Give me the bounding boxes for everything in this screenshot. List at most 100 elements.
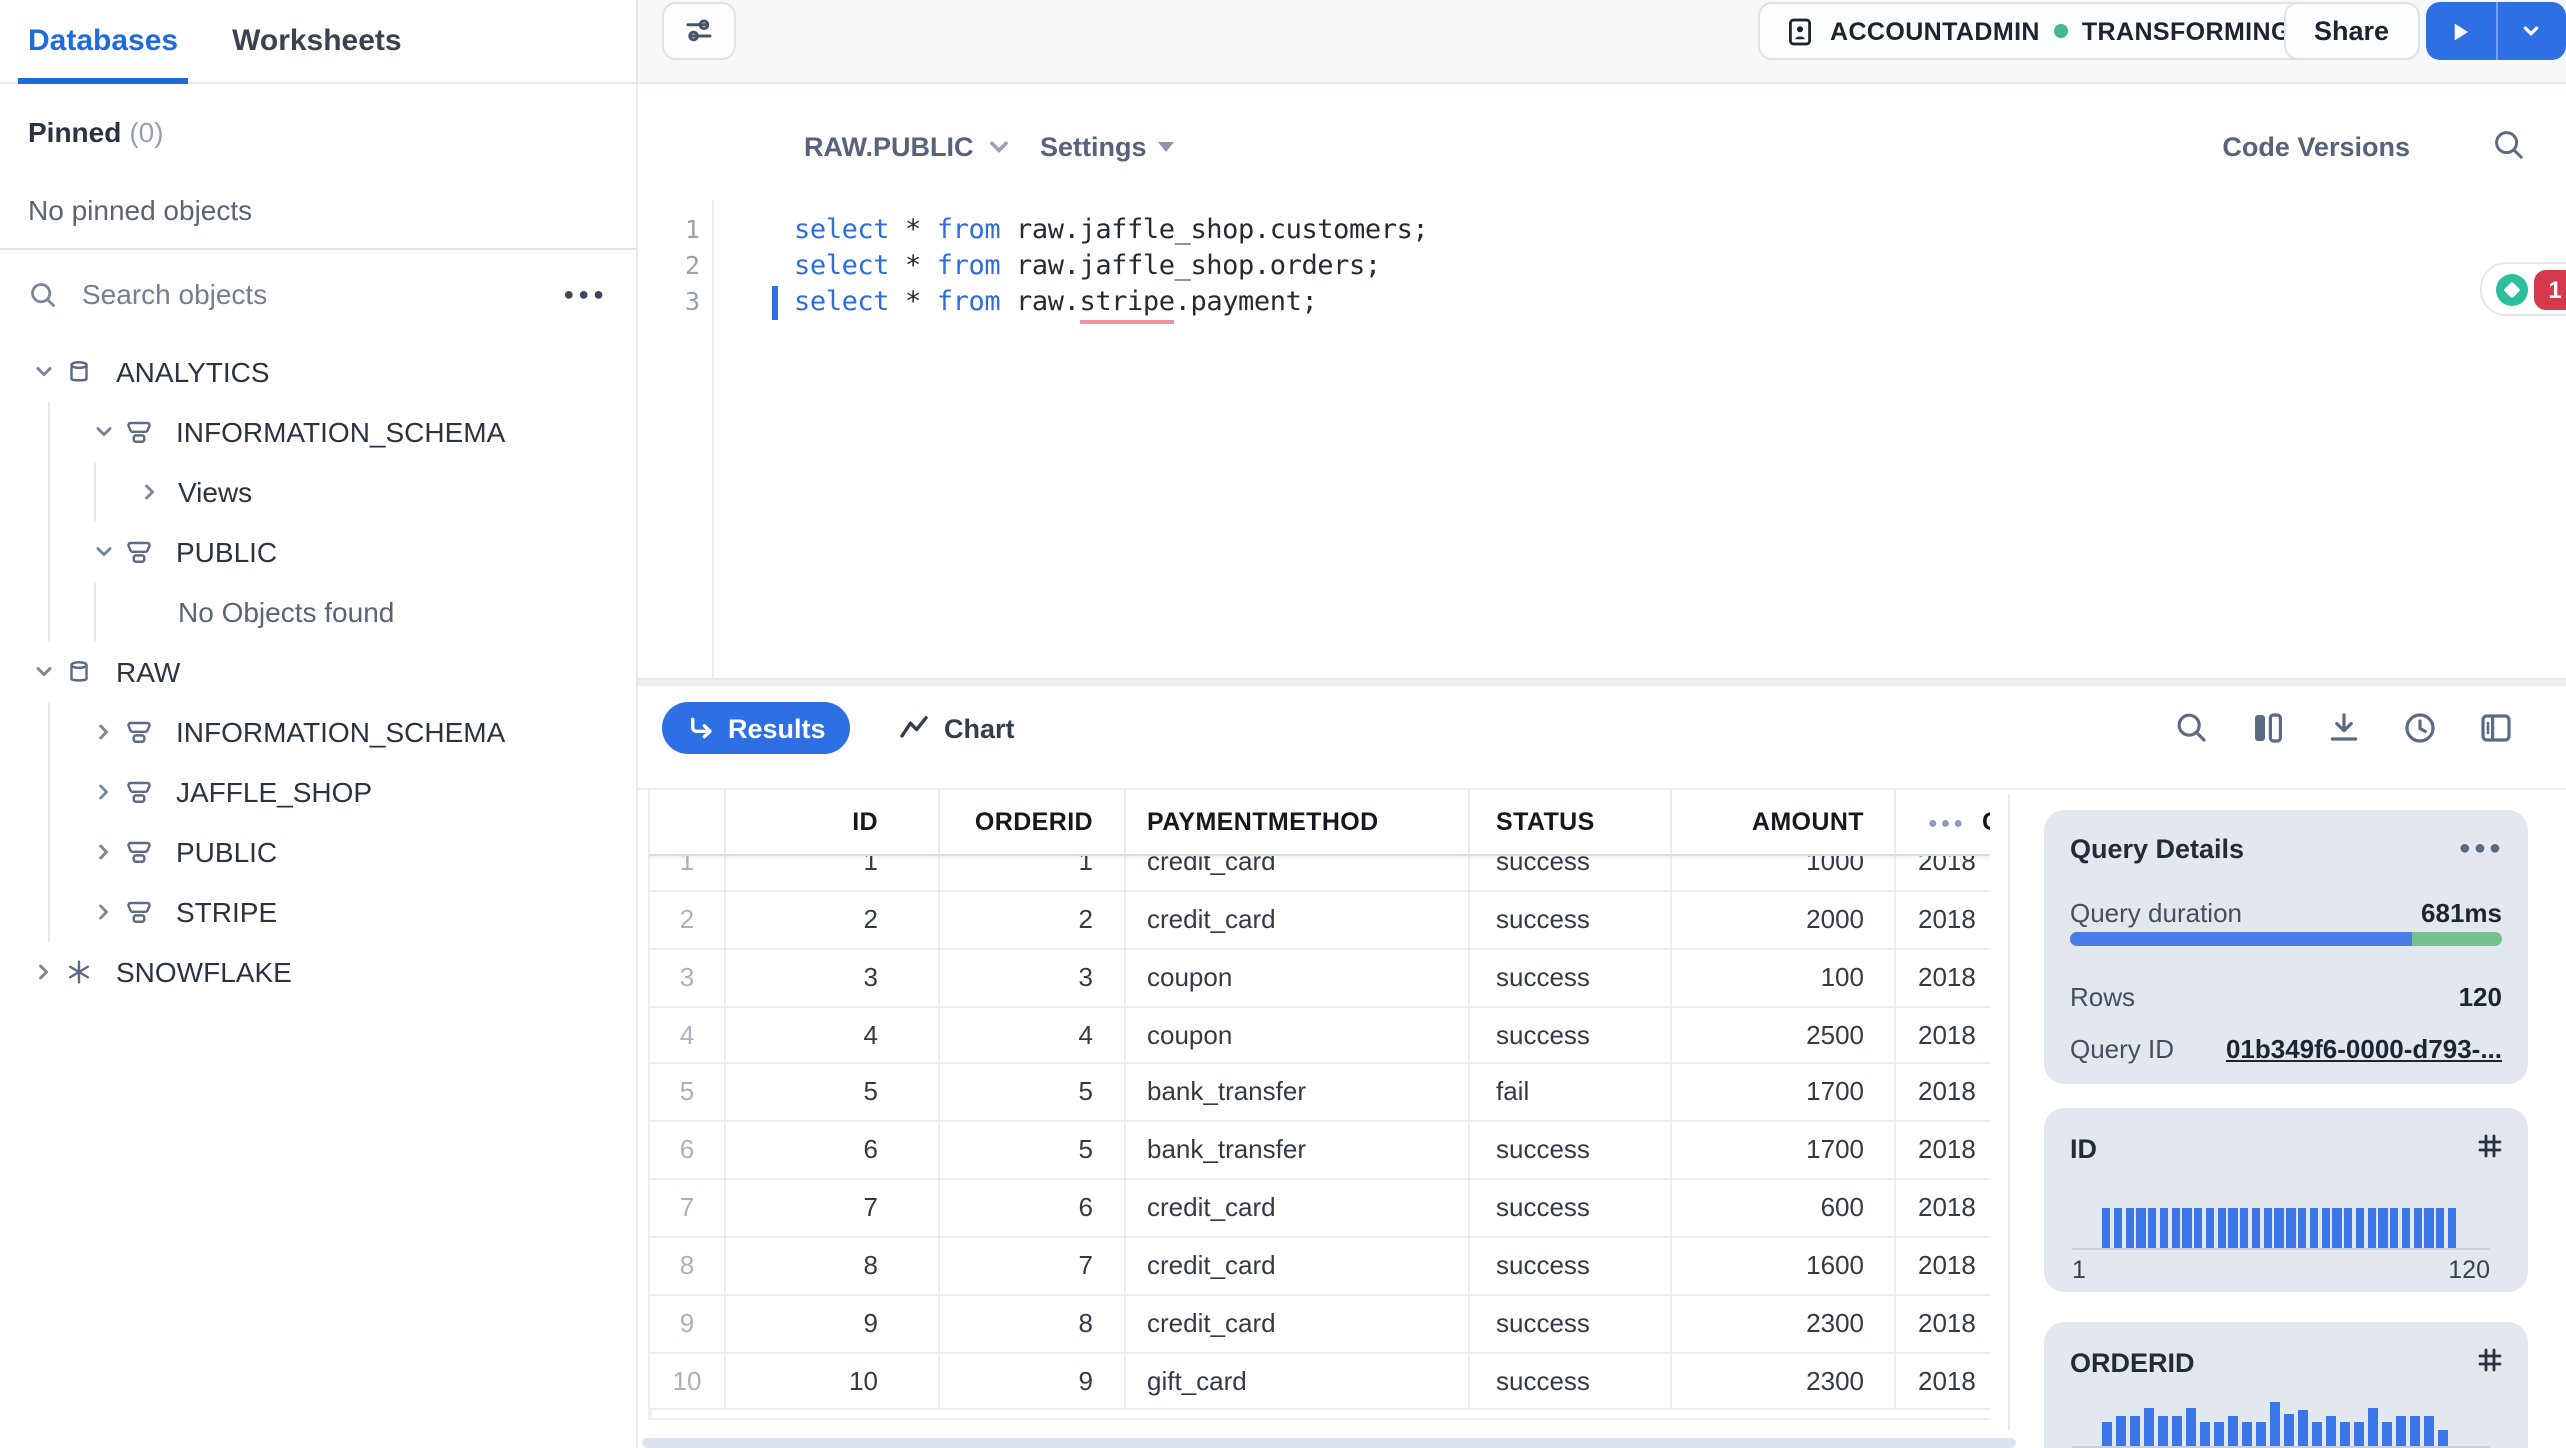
cell-id[interactable]: 2 bbox=[726, 891, 940, 948]
cell-id[interactable]: 10 bbox=[726, 1353, 940, 1409]
cell-created[interactable]: 2018 bbox=[1896, 1007, 1990, 1063]
search-results-icon[interactable] bbox=[2174, 710, 2210, 746]
worksheet-filters-button[interactable] bbox=[662, 2, 736, 60]
tree-item-public[interactable]: PUBLIC bbox=[0, 822, 636, 882]
cell-status[interactable]: success bbox=[1470, 891, 1671, 948]
cell-amount[interactable]: 2300 bbox=[1671, 1295, 1896, 1352]
cell-status[interactable]: success bbox=[1470, 1122, 1671, 1179]
context-selector-button[interactable]: ACCOUNTADMIN TRANSFORMING bbox=[1758, 2, 2317, 60]
tree-item-views[interactable]: Views bbox=[0, 462, 636, 522]
tab-worksheets[interactable]: Worksheets bbox=[232, 0, 402, 83]
code-line-3[interactable]: select * from raw.stripe.payment; bbox=[794, 284, 1318, 324]
column-header-created[interactable]: ●●● CREATED bbox=[1896, 790, 1990, 854]
download-icon[interactable] bbox=[2326, 710, 2362, 746]
tree-item-information-schema[interactable]: INFORMATION_SCHEMA bbox=[0, 402, 636, 462]
column-header-status[interactable]: STATUS bbox=[1470, 790, 1671, 854]
panel-splitter[interactable] bbox=[638, 678, 2566, 686]
cell-amount[interactable]: 1600 bbox=[1671, 1237, 1896, 1294]
cell-created[interactable]: 2018 bbox=[1896, 1180, 1990, 1236]
tree-item-information-schema[interactable]: INFORMATION_SCHEMA bbox=[0, 702, 636, 762]
cell-paymentmethod[interactable]: coupon bbox=[1125, 1007, 1470, 1063]
cell-created[interactable]: 2018 bbox=[1896, 1065, 1990, 1121]
hash-icon[interactable] bbox=[2476, 1132, 2504, 1160]
column-header-rownum[interactable] bbox=[650, 790, 726, 854]
cell-paymentmethod[interactable]: credit_card bbox=[1125, 1295, 1470, 1352]
table-row-9[interactable]: 9 9 8 credit_card success 2300 2018 bbox=[650, 1295, 1990, 1354]
cell-id[interactable]: 7 bbox=[726, 1180, 940, 1236]
cell-status[interactable]: success bbox=[1470, 949, 1671, 1006]
code-versions-button[interactable]: Code Versions bbox=[2222, 124, 2410, 168]
table-row-6[interactable]: 6 6 5 bank_transfer success 1700 2018 bbox=[650, 1122, 1990, 1181]
columns-icon[interactable] bbox=[2250, 710, 2286, 746]
cell-orderid[interactable]: 4 bbox=[940, 1007, 1125, 1063]
sidebar-menu-button[interactable]: ●●● bbox=[563, 284, 608, 304]
cell-created[interactable]: 2018 bbox=[1896, 1353, 1990, 1409]
cell-amount[interactable]: 2500 bbox=[1671, 1007, 1896, 1063]
cell-status[interactable]: fail bbox=[1470, 1064, 1671, 1121]
column-header-orderid[interactable]: ORDERID bbox=[940, 790, 1125, 854]
cell-amount[interactable]: 1700 bbox=[1671, 1122, 1896, 1179]
table-row-4[interactable]: 4 4 4 coupon success 2500 2018 bbox=[650, 1007, 1990, 1065]
cell-orderid[interactable]: 2 bbox=[940, 891, 1125, 948]
row-number[interactable]: 9 bbox=[650, 1295, 726, 1352]
chevron-right-icon[interactable] bbox=[88, 896, 120, 928]
cell-created[interactable]: 2018 bbox=[1896, 1238, 1990, 1294]
cell-status[interactable]: success bbox=[1470, 1180, 1671, 1236]
cell-paymentmethod[interactable]: credit_card bbox=[1125, 1237, 1470, 1294]
horizontal-scrollbar[interactable] bbox=[642, 1438, 2016, 1448]
column-header-id[interactable]: ID bbox=[726, 790, 940, 854]
tab-chart[interactable]: Chart bbox=[898, 702, 1015, 754]
chevron-right-icon[interactable] bbox=[88, 716, 120, 748]
row-number[interactable]: 6 bbox=[650, 1122, 726, 1179]
column-header-paymentmethod[interactable]: PAYMENTMETHOD bbox=[1125, 790, 1470, 854]
tree-item-public[interactable]: PUBLIC bbox=[0, 522, 636, 582]
cell-id[interactable]: 3 bbox=[726, 949, 940, 1006]
cell-id[interactable]: 6 bbox=[726, 1122, 940, 1179]
row-number[interactable]: 4 bbox=[650, 1007, 726, 1063]
row-number[interactable]: 3 bbox=[650, 949, 726, 1006]
row-number[interactable]: 7 bbox=[650, 1180, 726, 1236]
history-icon[interactable] bbox=[2402, 710, 2438, 746]
cell-id[interactable]: 8 bbox=[726, 1237, 940, 1294]
chevron-down-icon[interactable] bbox=[28, 356, 60, 388]
cell-orderid[interactable]: 6 bbox=[940, 1180, 1125, 1236]
hash-icon[interactable] bbox=[2476, 1346, 2504, 1374]
table-row-3[interactable]: 3 3 3 coupon success 100 2018 bbox=[650, 949, 1990, 1008]
table-row-7[interactable]: 7 7 6 credit_card success 600 2018 bbox=[650, 1180, 1990, 1238]
cell-paymentmethod[interactable]: coupon bbox=[1125, 949, 1470, 1006]
code-line-2[interactable]: select * from raw.jaffle_shop.orders; bbox=[794, 250, 1381, 282]
row-number[interactable]: 8 bbox=[650, 1237, 726, 1294]
chevron-down-icon[interactable] bbox=[88, 536, 120, 568]
cell-amount[interactable]: 1700 bbox=[1671, 1064, 1896, 1121]
cell-status[interactable]: success bbox=[1470, 1237, 1671, 1294]
search-input[interactable] bbox=[78, 276, 564, 312]
code-line-1[interactable]: select * from raw.jaffle_shop.customers; bbox=[794, 214, 1429, 246]
row-number[interactable]: 5 bbox=[650, 1064, 726, 1121]
table-row-10[interactable]: 10 10 9 gift_card success 2300 2018 bbox=[650, 1353, 1990, 1411]
cell-amount[interactable]: 600 bbox=[1671, 1180, 1896, 1236]
tree-item-raw[interactable]: RAW bbox=[0, 642, 636, 702]
worksheet-context-dropdown[interactable]: RAW.PUBLIC bbox=[804, 124, 1012, 168]
cell-orderid[interactable]: 5 bbox=[940, 1064, 1125, 1121]
table-row-8[interactable]: 8 8 7 credit_card success 1600 2018 bbox=[650, 1237, 1990, 1296]
split-panel-icon[interactable] bbox=[2478, 710, 2514, 746]
cell-orderid[interactable]: 5 bbox=[940, 1122, 1125, 1179]
vertical-scrollbar[interactable] bbox=[2008, 794, 2010, 1430]
tab-databases[interactable]: Databases bbox=[17, 0, 189, 83]
copilot-suggestion-pill[interactable]: 1 bbox=[2480, 262, 2566, 316]
chevron-right-icon[interactable] bbox=[134, 476, 166, 508]
query-details-menu-button[interactable]: ●●● bbox=[2458, 838, 2504, 860]
cell-paymentmethod[interactable]: credit_card bbox=[1125, 1180, 1470, 1236]
cell-amount[interactable]: 2300 bbox=[1671, 1353, 1896, 1409]
cell-status[interactable]: success bbox=[1470, 1007, 1671, 1063]
cell-paymentmethod[interactable]: bank_transfer bbox=[1125, 1122, 1470, 1179]
column-header-amount[interactable]: AMOUNT bbox=[1671, 790, 1896, 854]
cell-status[interactable]: success bbox=[1470, 1353, 1671, 1409]
query-id-link[interactable]: 01b349f6-0000-d793-... bbox=[2225, 1034, 2502, 1064]
settings-dropdown[interactable]: Settings bbox=[1040, 124, 1175, 168]
cell-amount[interactable]: 100 bbox=[1671, 949, 1896, 1006]
run-button[interactable] bbox=[2426, 2, 2495, 60]
cell-orderid[interactable]: 8 bbox=[940, 1295, 1125, 1352]
chevron-down-icon[interactable] bbox=[88, 416, 120, 448]
table-row-5[interactable]: 5 5 5 bank_transfer fail 1700 2018 bbox=[650, 1064, 1990, 1123]
